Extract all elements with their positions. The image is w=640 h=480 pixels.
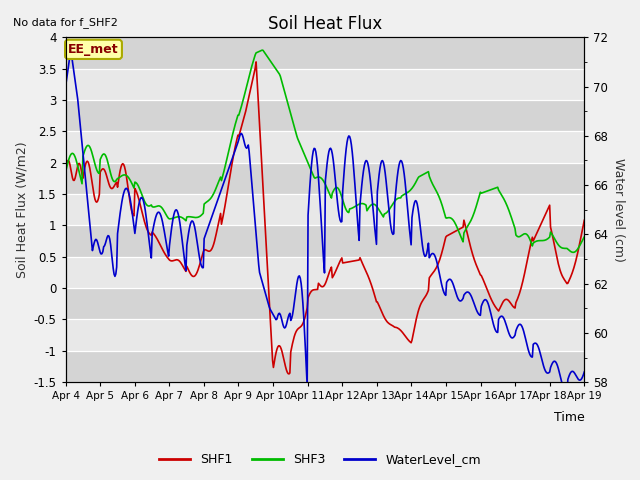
- Bar: [65, 194, 584, 226]
- Text: EE_met: EE_met: [68, 43, 119, 56]
- Y-axis label: Water level (cm): Water level (cm): [612, 158, 625, 262]
- Bar: [65, 320, 584, 351]
- Bar: [65, 132, 584, 163]
- Bar: [65, 100, 584, 132]
- Y-axis label: Soil Heat Flux (W/m2): Soil Heat Flux (W/m2): [15, 142, 28, 278]
- Bar: [65, 37, 584, 69]
- Bar: [65, 226, 584, 257]
- X-axis label: Time: Time: [554, 411, 584, 424]
- Title: Soil Heat Flux: Soil Heat Flux: [268, 15, 382, 33]
- Bar: [65, 351, 584, 382]
- Text: No data for f_SHF2: No data for f_SHF2: [13, 17, 118, 28]
- Bar: [65, 288, 584, 320]
- Bar: [65, 257, 584, 288]
- Bar: [65, 163, 584, 194]
- Legend: SHF1, SHF3, WaterLevel_cm: SHF1, SHF3, WaterLevel_cm: [154, 448, 486, 471]
- Bar: [65, 69, 584, 100]
